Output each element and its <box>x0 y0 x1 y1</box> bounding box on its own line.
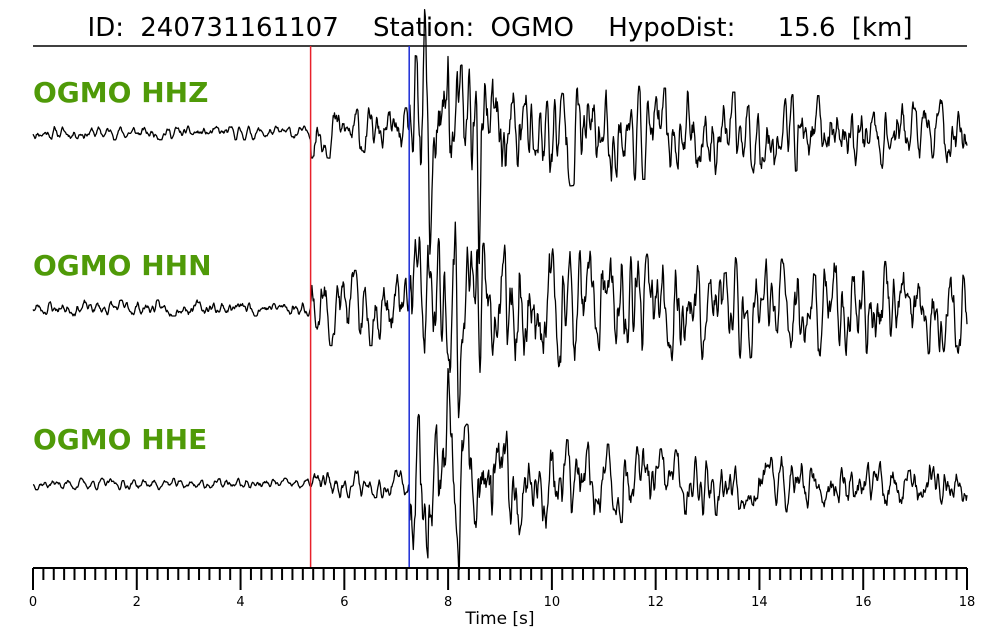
chart-title: ID: 240731161107 Station: OGMO HypoDist:… <box>88 13 913 43</box>
channel-label-group: OGMO HHZ OGMO HHN OGMO HHE <box>33 76 212 456</box>
tick-label: 8 <box>444 595 452 610</box>
tick-label: 12 <box>647 595 664 610</box>
title-event-id: 240731161107 <box>140 13 339 43</box>
tick-label: 4 <box>236 595 244 610</box>
tick-label: 18 <box>959 595 976 610</box>
waveform-ogmo-hhn <box>32 221 968 419</box>
waveform-ogmo-hhe <box>32 367 968 571</box>
title-dist-value: 15.6 <box>778 13 836 43</box>
channel-label-ogmo-hhz: OGMO HHZ <box>33 76 208 109</box>
channel-label-ogmo-hhe: OGMO HHE <box>33 423 207 456</box>
tick-label: 0 <box>29 595 37 610</box>
time-axis: 0 2 4 6 8 10 12 14 16 18 <box>29 567 976 610</box>
trace-group <box>32 8 968 571</box>
title-station: OGMO <box>491 13 575 43</box>
title-id-label: ID: <box>88 13 124 43</box>
title-dist-unit: [km] <box>852 13 913 43</box>
tick-label: 2 <box>133 595 141 610</box>
channel-label-ogmo-hhn: OGMO HHN <box>33 249 212 282</box>
pick-group <box>309 46 410 568</box>
x-axis-label: Time [s] <box>464 609 534 629</box>
title-dist-label: HypoDist: <box>608 13 735 43</box>
tick-label: 10 <box>544 595 561 610</box>
tick-label: 6 <box>340 595 348 610</box>
tick-label: 14 <box>751 595 768 610</box>
tick-label: 16 <box>855 595 872 610</box>
waveform-ogmo-hhz <box>32 8 968 265</box>
